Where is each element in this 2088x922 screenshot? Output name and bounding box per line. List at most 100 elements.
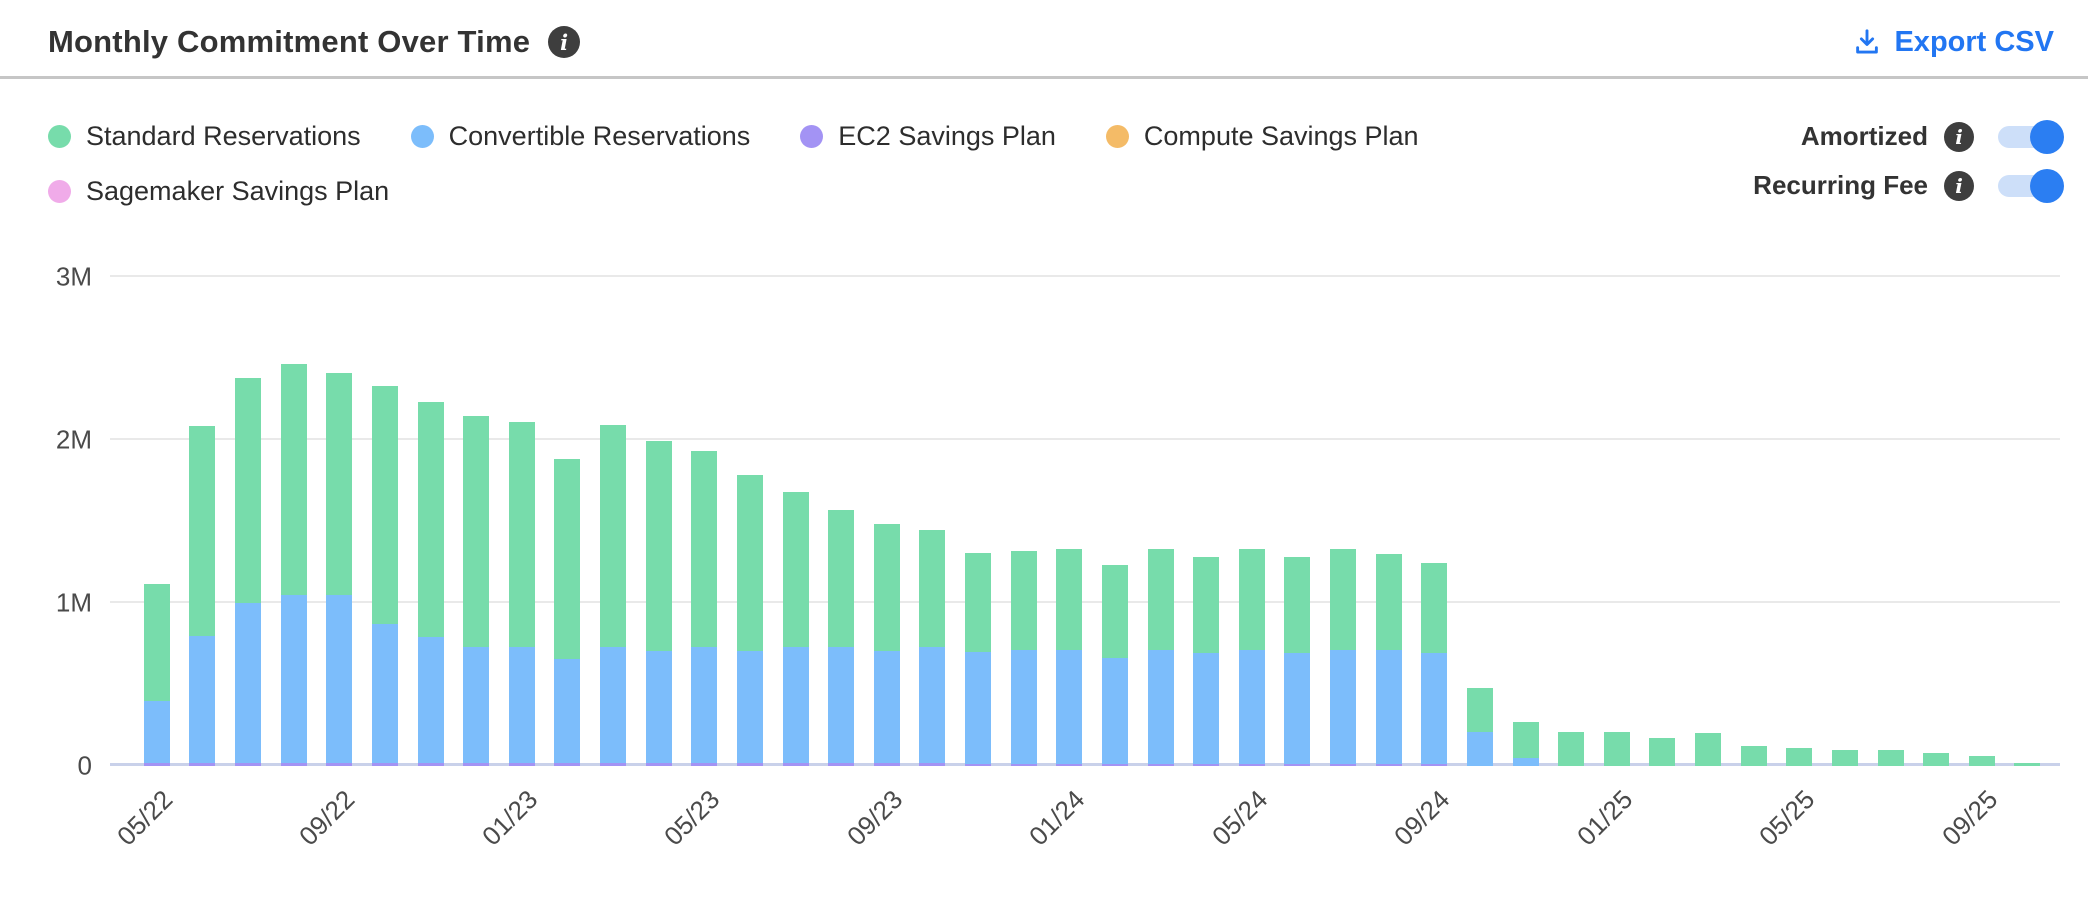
- legend-item-standard-reservations[interactable]: Standard Reservations: [48, 121, 361, 152]
- bar-12/22[interactable]: [453, 277, 499, 766]
- bar-02/25[interactable]: [1640, 277, 1686, 766]
- bar-04/23[interactable]: [636, 277, 682, 766]
- bar-12/24[interactable]: [1548, 277, 1594, 766]
- legend-dot-icon: [410, 125, 434, 148]
- bar-segment-standard-reservations: [1649, 738, 1676, 766]
- bar-10/25[interactable]: [2005, 277, 2051, 766]
- legend-item-convertible-reservations[interactable]: Convertible Reservations: [410, 121, 750, 152]
- bar-01/23[interactable]: 01/23: [476, 277, 545, 851]
- bar-segment-standard-reservations: [919, 530, 946, 647]
- bar-09/24[interactable]: 09/24: [1388, 277, 1458, 851]
- bar-segment-standard-reservations: [1056, 549, 1083, 650]
- legend-label: Compute Savings Plan: [1143, 121, 1419, 151]
- bar-segment-convertible-reservations: [828, 647, 855, 763]
- bar-07/22[interactable]: [225, 277, 271, 766]
- commitment-chart: 0 1M 2M 3M 05/22 09/22 01/23 05/23 09/23 01/24 05/…: [48, 262, 2060, 851]
- bar-10/22[interactable]: [362, 277, 408, 766]
- bar-segment-convertible-reservations: [1421, 653, 1448, 764]
- bar-07/23[interactable]: [773, 277, 819, 766]
- legend-item-sagemaker-savings-plan[interactable]: Sagemaker Savings Plan: [48, 176, 389, 207]
- bar-segment-ec2-savings-plan: [189, 763, 216, 766]
- bar-09/22[interactable]: 09/22: [293, 277, 363, 851]
- bar-segment-standard-reservations: [1010, 551, 1037, 650]
- toggle-row-amortized: Amortized i: [1801, 119, 2064, 154]
- bar-segment-standard-reservations: [1558, 732, 1585, 766]
- bar-05/25[interactable]: 05/25: [1753, 277, 1823, 851]
- bar-06/22[interactable]: [180, 277, 226, 766]
- bar-segment-convertible-reservations: [782, 647, 809, 763]
- bar-04/25[interactable]: [1731, 277, 1777, 766]
- bar-02/24[interactable]: [1092, 277, 1138, 766]
- bar-segment-convertible-reservations: [1284, 653, 1311, 764]
- bar-segment-ec2-savings-plan: [1010, 764, 1037, 766]
- toggle-group: Amortized i Recurring Fee i: [1753, 119, 2064, 203]
- bar-segment-convertible-reservations: [143, 701, 170, 763]
- bar-10/24[interactable]: [1457, 277, 1503, 766]
- bar-06/24[interactable]: [1275, 277, 1321, 766]
- toggle-switch-recurring-fee[interactable]: [1998, 168, 2064, 203]
- bar-01/25[interactable]: 01/25: [1571, 277, 1640, 851]
- legend-item-compute-savings-plan[interactable]: Compute Savings Plan: [1105, 121, 1419, 152]
- bar-segment-convertible-reservations: [1330, 650, 1357, 764]
- bar-10/23[interactable]: [910, 277, 956, 766]
- bar-09/23[interactable]: 09/23: [841, 277, 910, 851]
- legend-dot-icon: [1105, 125, 1129, 148]
- bar-segment-convertible-reservations: [508, 647, 535, 763]
- bar-segment-convertible-reservations: [736, 651, 763, 763]
- title-info-icon[interactable]: i: [548, 26, 581, 58]
- bar-05/23[interactable]: 05/23: [658, 277, 728, 851]
- bar-segment-ec2-savings-plan: [280, 763, 307, 766]
- bar-08/24[interactable]: [1366, 277, 1412, 766]
- bar-segment-convertible-reservations: [1010, 650, 1037, 764]
- bar-07/24[interactable]: [1320, 277, 1366, 766]
- bar-09/25[interactable]: 09/25: [1936, 277, 2005, 851]
- bar-03/25[interactable]: [1685, 277, 1731, 766]
- bar-segment-standard-reservations: [736, 475, 763, 651]
- bar-11/22[interactable]: [408, 277, 454, 766]
- y-tick-label-1M: 1M: [55, 587, 92, 618]
- bar-12/23[interactable]: [1001, 277, 1047, 766]
- bar-segment-convertible-reservations: [1101, 658, 1128, 764]
- x-tick-label-05/25: 05/25: [1753, 784, 1821, 852]
- bar-02/23[interactable]: [545, 277, 591, 766]
- bar-11/23[interactable]: [955, 277, 1001, 766]
- bar-06/25[interactable]: [1822, 277, 1868, 766]
- toggle-info-icon[interactable]: i: [1944, 170, 1974, 201]
- bar-05/22[interactable]: 05/22: [111, 277, 180, 851]
- bar-03/24[interactable]: [1138, 277, 1184, 766]
- bar-segment-convertible-reservations: [280, 595, 307, 763]
- bar-segment-standard-reservations: [1284, 557, 1311, 653]
- bar-segment-standard-reservations: [463, 416, 490, 647]
- legend-dot-icon: [48, 180, 71, 203]
- bar-08/25[interactable]: [1913, 277, 1959, 766]
- bar-segment-standard-reservations: [1968, 756, 1995, 766]
- bar-segment-ec2-savings-plan: [417, 763, 444, 766]
- toggle-switch-amortized[interactable]: [1998, 119, 2064, 154]
- bar-segment-ec2-savings-plan: [736, 763, 763, 766]
- bar-01/24[interactable]: 01/24: [1023, 277, 1093, 851]
- bar-04/24[interactable]: [1183, 277, 1229, 766]
- toggle-info-icon[interactable]: i: [1944, 121, 1974, 152]
- bar-08/23[interactable]: [818, 277, 864, 766]
- x-tick-label-01/24: 01/24: [1023, 784, 1091, 852]
- bar-07/25[interactable]: [1868, 277, 1914, 766]
- bar-11/24[interactable]: [1503, 277, 1549, 766]
- bar-segment-ec2-savings-plan: [828, 763, 855, 766]
- bar-segment-standard-reservations: [508, 422, 535, 647]
- x-tick-label-05/22: 05/22: [110, 784, 179, 852]
- bar-segment-ec2-savings-plan: [554, 763, 581, 766]
- bar-03/23[interactable]: [590, 277, 636, 766]
- bar-segment-standard-reservations: [600, 425, 627, 647]
- bar-segment-standard-reservations: [1877, 750, 1904, 766]
- bar-segment-standard-reservations: [1238, 549, 1265, 650]
- export-csv-button[interactable]: Export CSV: [1852, 26, 2054, 59]
- bar-05/24[interactable]: 05/24: [1206, 277, 1275, 851]
- bar-segment-convertible-reservations: [645, 651, 672, 763]
- bar-segment-ec2-savings-plan: [1193, 764, 1220, 766]
- bar-08/22[interactable]: [271, 277, 317, 766]
- bar-segment-convertible-reservations: [463, 647, 490, 763]
- bar-06/23[interactable]: [727, 277, 773, 766]
- bar-segment-standard-reservations: [2014, 763, 2041, 766]
- legend-item-ec2-savings-plan[interactable]: EC2 Savings Plan: [800, 121, 1056, 152]
- bar-segment-standard-reservations: [1923, 753, 1950, 766]
